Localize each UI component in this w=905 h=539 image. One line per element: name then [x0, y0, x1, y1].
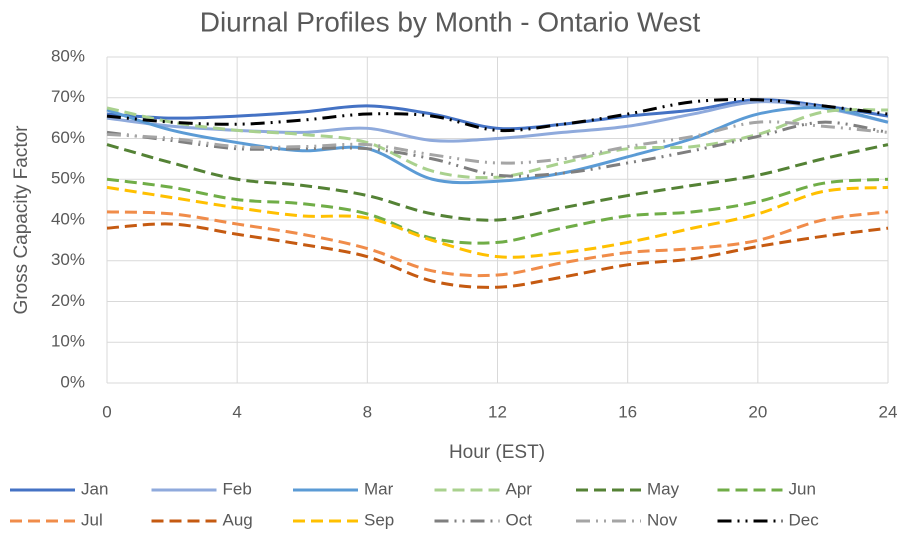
- series-line: [106, 120, 889, 178]
- y-tick-label: 30%: [51, 250, 85, 269]
- legend-label: Feb: [223, 479, 252, 498]
- legend-label: Nov: [647, 510, 678, 529]
- y-tick-label: 0%: [60, 372, 85, 391]
- legend-label: Sep: [364, 510, 394, 529]
- chart-title: Diurnal Profiles by Month - Ontario West: [200, 6, 701, 37]
- x-axis-label: Hour (EST): [449, 442, 545, 463]
- series-line: [106, 222, 889, 289]
- series-line: [106, 120, 889, 165]
- legend-label: Jun: [789, 479, 816, 498]
- y-tick-label: 80%: [51, 46, 85, 65]
- series-line: [106, 143, 889, 222]
- legend-label: Mar: [364, 479, 394, 498]
- y-tick-label: 40%: [51, 209, 85, 228]
- x-tick-label: 12: [488, 402, 507, 421]
- series-line: [106, 210, 889, 278]
- series-line: [106, 185, 889, 259]
- series-line: [106, 97, 889, 133]
- y-tick-label: 70%: [51, 87, 85, 106]
- series-line: [106, 106, 889, 185]
- legend-label: Oct: [506, 510, 533, 529]
- y-tick-label: 10%: [51, 332, 85, 351]
- legend-label: Apr: [506, 479, 533, 498]
- series-line: [106, 106, 889, 180]
- y-tick-label: 50%: [51, 169, 85, 188]
- y-tick-label: 20%: [51, 291, 85, 310]
- legend-label: Jul: [81, 510, 103, 529]
- legend-label: Jan: [81, 479, 108, 498]
- legend-label: Aug: [223, 510, 253, 529]
- x-tick-label: 8: [363, 402, 372, 421]
- series-line: [106, 177, 889, 245]
- legend-label: Dec: [789, 510, 820, 529]
- x-tick-label: 0: [102, 402, 111, 421]
- x-tick-label: 24: [879, 402, 898, 421]
- y-axis-label: Gross Capacity Factor: [11, 125, 32, 315]
- x-tick-label: 20: [748, 402, 767, 421]
- legend-label: May: [647, 479, 680, 498]
- x-tick-label: 16: [618, 402, 637, 421]
- y-tick-label: 60%: [51, 128, 85, 147]
- x-tick-label: 4: [232, 402, 241, 421]
